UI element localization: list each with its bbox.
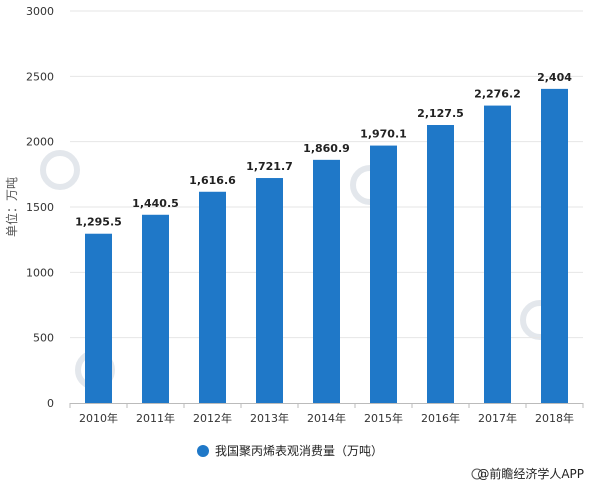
y-tick-label: 3000	[26, 5, 54, 18]
x-tick-label: 2017年	[478, 411, 517, 425]
x-tick-label: 2012年	[193, 411, 232, 425]
watermark-layer	[40, 150, 560, 390]
x-tick-label: 2016年	[421, 411, 460, 425]
bar[interactable]	[199, 191, 226, 403]
y-tick-label: 2500	[26, 70, 54, 83]
bar[interactable]	[484, 105, 511, 403]
y-tick-label: 0	[47, 397, 54, 410]
y-axis-label: 单位：万吨	[4, 177, 19, 237]
y-tick-label: 2000	[26, 136, 54, 149]
x-tick-label: 2010年	[79, 411, 118, 425]
watermark-logo-icon	[40, 150, 80, 190]
bar-value-label: 1,616.6	[189, 174, 236, 187]
bar-value-label: 1,440.5	[132, 197, 179, 210]
bar[interactable]	[541, 88, 568, 404]
x-tick-label: 2018年	[535, 411, 574, 425]
y-axis-ticks: 0 500 1000 1500 2000 2500 3000	[26, 5, 54, 410]
x-tick-label: 2013年	[250, 411, 289, 425]
bar[interactable]	[256, 178, 283, 403]
bar[interactable]	[427, 125, 454, 404]
x-axis-ticks: 2010年 2011年 2012年 2013年 2014年 2015年 2016年 2017年…	[69, 403, 584, 425]
legend[interactable]: 我国聚丙烯表观消费量（万吨）	[197, 444, 383, 458]
x-tick-label: 2014年	[307, 411, 346, 425]
bar-value-label: 2,404	[537, 71, 572, 84]
y-tick-label: 500	[33, 332, 54, 345]
bar[interactable]	[313, 159, 340, 403]
bar-labels-group: 1,295.5 1,440.5 1,616.6 1,721.7 1,860.9 1,970…	[75, 71, 572, 229]
legend-swatch-icon	[197, 445, 209, 457]
y-tick-label: 1500	[26, 201, 54, 214]
bar-value-label: 1,860.9	[303, 142, 350, 155]
legend-label: 我国聚丙烯表观消费量（万吨）	[215, 444, 383, 458]
bar[interactable]	[85, 233, 112, 403]
source-credit: @前瞻经济学人APP	[471, 466, 584, 481]
bar-value-label: 1,970.1	[360, 128, 407, 141]
x-tick-label: 2011年	[136, 411, 175, 425]
bar-value-label: 2,276.2	[474, 88, 521, 101]
credit-text: @前瞻经济学人APP	[477, 466, 584, 481]
bar-value-label: 1,721.7	[246, 160, 293, 173]
copyright-icon	[471, 468, 483, 480]
bar[interactable]	[142, 214, 169, 403]
bar[interactable]	[370, 145, 397, 403]
bar-value-label: 2,127.5	[417, 107, 464, 120]
bar-value-label: 1,295.5	[75, 216, 122, 229]
x-tick-label: 2015年	[364, 411, 403, 425]
y-tick-label: 1000	[26, 266, 54, 279]
bars-group	[85, 88, 568, 404]
